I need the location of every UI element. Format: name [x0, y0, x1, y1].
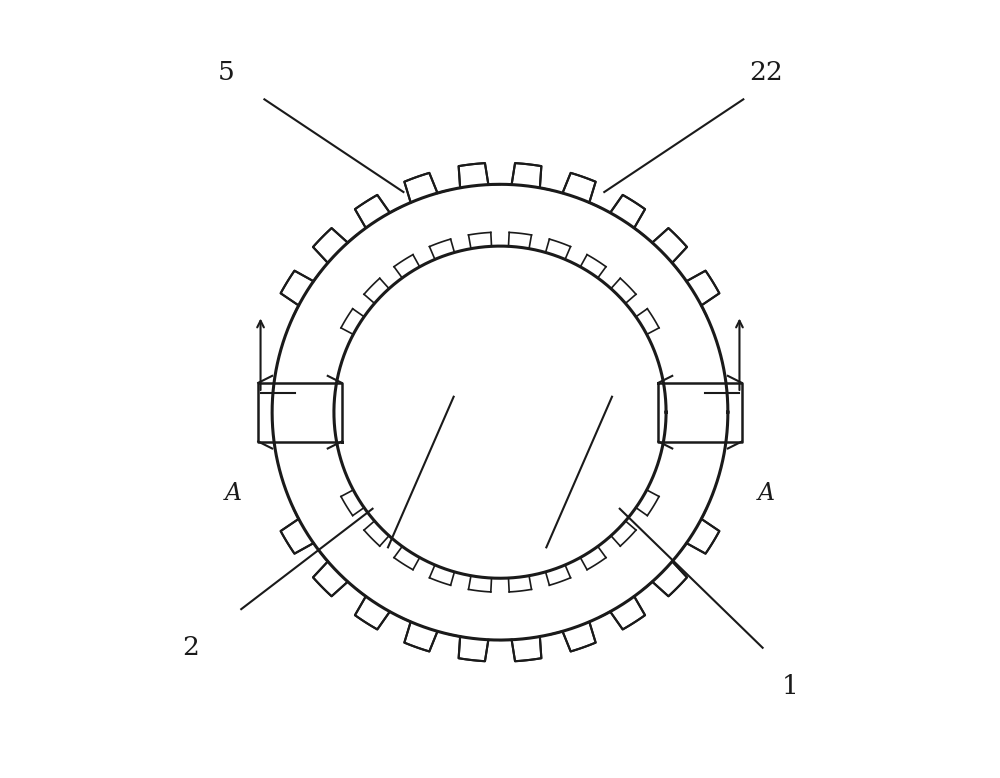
Polygon shape: [686, 519, 719, 554]
Polygon shape: [281, 271, 314, 306]
Polygon shape: [563, 622, 596, 651]
Polygon shape: [610, 195, 645, 228]
Polygon shape: [512, 163, 541, 187]
Polygon shape: [313, 562, 348, 596]
Polygon shape: [459, 163, 488, 187]
Polygon shape: [355, 597, 390, 629]
Polygon shape: [686, 271, 719, 306]
Polygon shape: [512, 636, 541, 661]
Text: 22: 22: [750, 60, 783, 85]
Polygon shape: [313, 228, 348, 263]
Polygon shape: [355, 195, 390, 228]
Polygon shape: [610, 597, 645, 629]
Text: A: A: [225, 482, 242, 505]
Polygon shape: [258, 383, 342, 442]
Text: 1: 1: [781, 674, 798, 699]
Polygon shape: [404, 622, 437, 651]
Polygon shape: [404, 173, 437, 202]
Polygon shape: [563, 173, 596, 202]
Polygon shape: [652, 228, 687, 263]
Text: 5: 5: [217, 60, 234, 85]
Polygon shape: [652, 562, 687, 596]
Text: 2: 2: [183, 636, 199, 661]
Polygon shape: [281, 519, 314, 554]
Polygon shape: [459, 636, 488, 661]
Polygon shape: [658, 383, 742, 442]
Text: A: A: [758, 482, 775, 505]
